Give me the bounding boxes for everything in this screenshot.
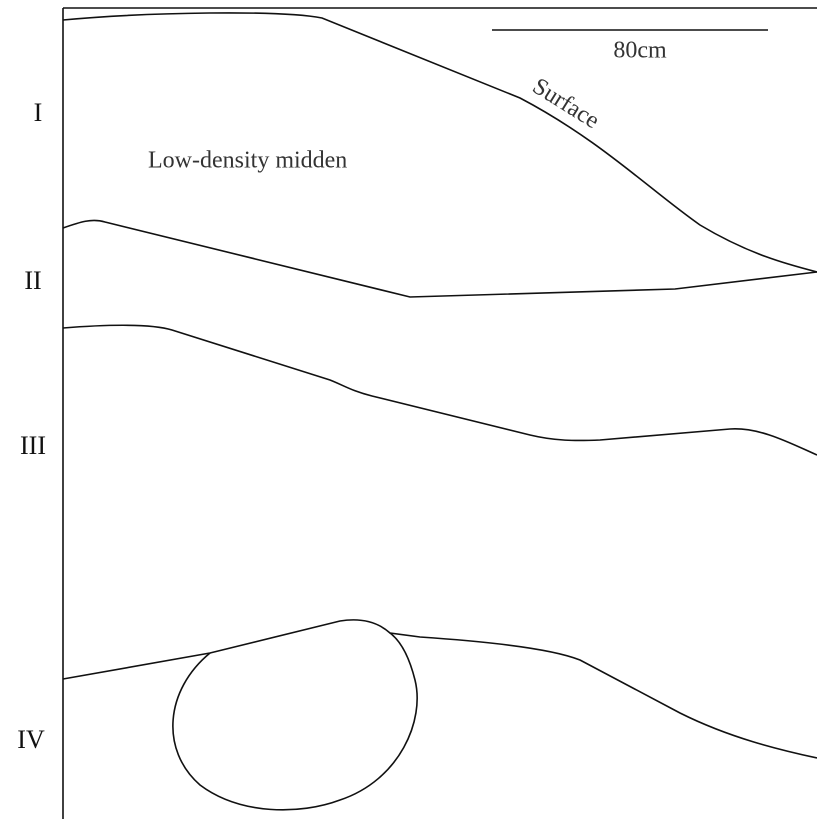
layer-label: III	[20, 431, 46, 460]
surface-line	[62, 12, 817, 273]
boulder	[172, 632, 418, 811]
layer-label: I	[34, 98, 43, 127]
layer-label: II	[24, 266, 41, 295]
deposit-label: Low-density midden	[148, 148, 347, 174]
layer-label: IV	[17, 725, 45, 754]
boundary-i-ii	[62, 219, 817, 298]
boundary-ii-iii	[62, 324, 817, 456]
boundary-iii-iv	[62, 619, 817, 759]
scale-label: 80cm	[613, 38, 667, 64]
